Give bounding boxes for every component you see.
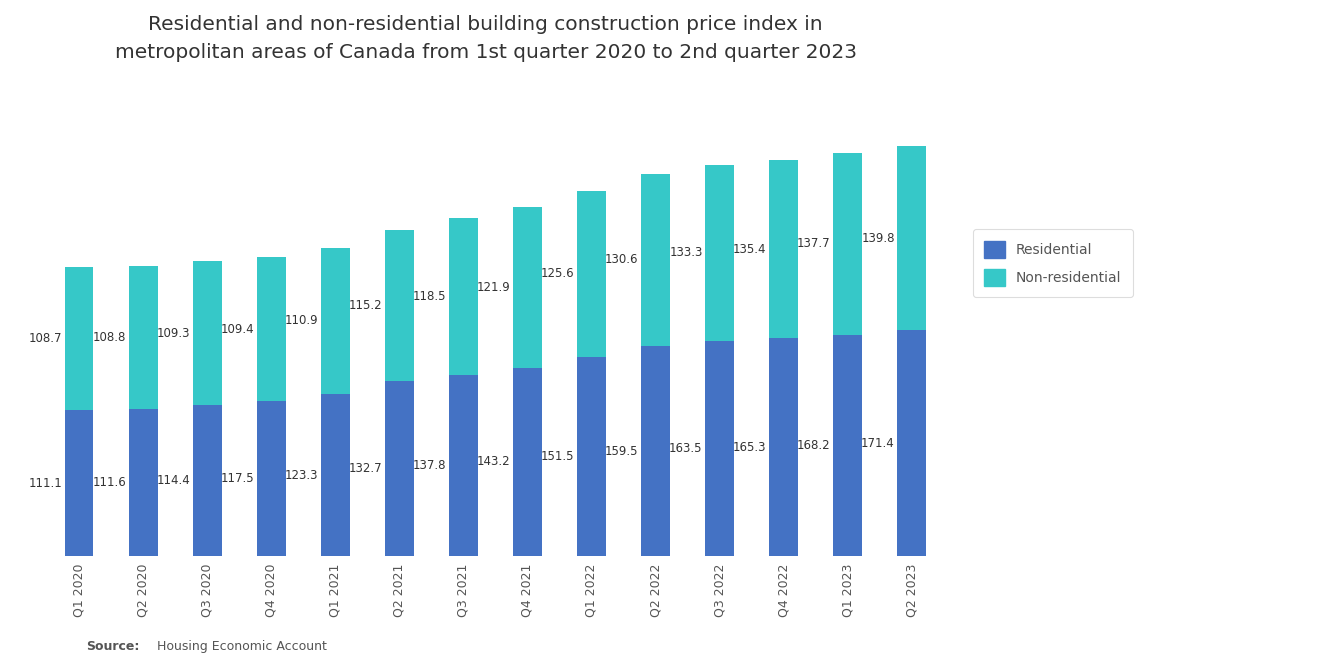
Bar [449, 218, 478, 374]
Text: 165.3: 165.3 [733, 441, 767, 454]
Text: 109.3: 109.3 [157, 327, 190, 340]
Bar [642, 346, 671, 557]
Bar [449, 374, 478, 557]
Text: 125.6: 125.6 [541, 267, 574, 280]
Text: 121.9: 121.9 [477, 281, 511, 294]
Text: 137.8: 137.8 [413, 459, 446, 472]
Text: 118.5: 118.5 [413, 290, 446, 303]
Text: 108.7: 108.7 [29, 332, 62, 344]
Text: 168.2: 168.2 [797, 439, 830, 452]
Bar [513, 207, 541, 368]
Bar [898, 146, 927, 331]
Text: 114.4: 114.4 [157, 474, 190, 487]
Bar [577, 191, 606, 356]
Text: 109.4: 109.4 [220, 323, 255, 336]
Text: 111.6: 111.6 [92, 476, 127, 489]
Title: Residential and non-residential building construction price index in
metropolita: Residential and non-residential building… [115, 15, 857, 62]
Bar [193, 406, 222, 557]
Bar [257, 402, 285, 557]
Text: 139.8: 139.8 [861, 231, 895, 245]
Text: 117.5: 117.5 [220, 472, 255, 485]
Text: 135.4: 135.4 [733, 243, 767, 255]
Legend: Residential, Non-residential: Residential, Non-residential [973, 229, 1133, 297]
Text: 110.9: 110.9 [285, 314, 318, 327]
Bar [193, 261, 222, 406]
Bar [385, 229, 413, 381]
Bar [128, 266, 157, 409]
Text: 115.2: 115.2 [348, 299, 383, 312]
Text: 163.5: 163.5 [669, 442, 702, 455]
Text: 159.5: 159.5 [605, 445, 639, 458]
Bar [833, 334, 862, 557]
Text: 132.7: 132.7 [348, 462, 383, 475]
Bar [65, 410, 94, 557]
Bar [321, 247, 350, 394]
Text: 123.3: 123.3 [285, 469, 318, 481]
Text: 143.2: 143.2 [477, 456, 511, 468]
Bar [705, 340, 734, 557]
Bar [705, 165, 734, 340]
Text: 133.3: 133.3 [669, 247, 702, 259]
Bar [770, 338, 799, 557]
Bar [770, 160, 799, 338]
Bar [65, 267, 94, 410]
Text: 111.1: 111.1 [28, 477, 62, 489]
Text: Housing Economic Account: Housing Economic Account [149, 640, 327, 654]
Text: 137.7: 137.7 [797, 237, 830, 250]
Bar [257, 257, 285, 402]
Text: 151.5: 151.5 [541, 450, 574, 463]
Bar [898, 331, 927, 557]
Bar [321, 394, 350, 557]
Bar [128, 409, 157, 557]
Text: Source:: Source: [86, 640, 139, 654]
Bar [642, 174, 671, 346]
Text: 108.8: 108.8 [92, 331, 127, 344]
Text: 130.6: 130.6 [605, 253, 639, 267]
Bar [385, 381, 413, 557]
Bar [577, 356, 606, 557]
Text: 171.4: 171.4 [861, 437, 895, 450]
Bar [833, 153, 862, 334]
Bar [513, 368, 541, 557]
